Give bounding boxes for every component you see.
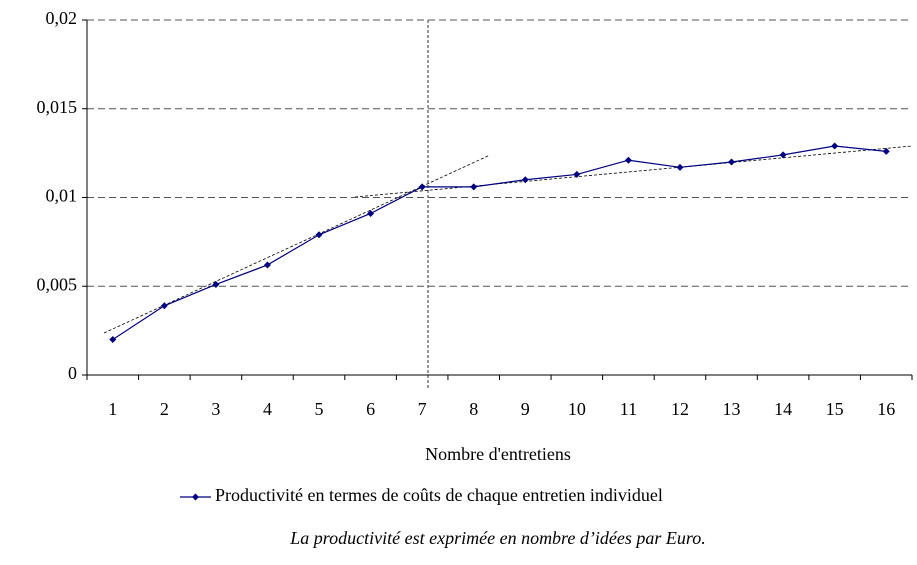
data-point — [160, 302, 168, 310]
caption: La productivité est exprimée en nombre d… — [289, 528, 705, 548]
data-point — [728, 158, 736, 166]
x-tick-label: 14 — [774, 399, 792, 419]
x-tick-label: 15 — [826, 399, 844, 419]
x-tick-label: 12 — [671, 399, 689, 419]
data-point — [109, 336, 117, 343]
x-tick-label: 11 — [620, 399, 637, 419]
x-tick-label: 4 — [263, 399, 272, 419]
y-tick-label: 0,015 — [37, 97, 78, 117]
legend-label: Productivité en termes de coûts de chaqu… — [215, 485, 663, 505]
data-point — [521, 176, 529, 184]
x-tick-label: 10 — [568, 399, 586, 419]
y-tick-label: 0 — [68, 363, 77, 383]
data-point — [779, 151, 787, 159]
data-point — [263, 261, 271, 269]
data-point — [624, 156, 632, 164]
series-line — [112, 145, 887, 341]
trend-line — [354, 145, 913, 198]
data-point — [882, 147, 890, 155]
data-point — [676, 163, 684, 171]
trend-line — [103, 154, 491, 334]
data-point — [831, 142, 839, 150]
data-point — [212, 280, 220, 288]
x-tick-label: 16 — [877, 399, 895, 419]
x-tick-label: 3 — [211, 399, 220, 419]
x-tick-label: 5 — [315, 399, 324, 419]
x-axis-label: Nombre d'entretiens — [425, 444, 571, 464]
x-tick-label: 13 — [723, 399, 741, 419]
data-point — [367, 209, 375, 217]
data-point — [418, 183, 426, 191]
data-point — [315, 231, 323, 239]
x-tick-label: 6 — [366, 399, 375, 419]
y-tick-label: 0,02 — [46, 8, 78, 28]
x-tick-label: 2 — [160, 399, 169, 419]
x-tick-label: 1 — [108, 399, 117, 419]
y-tick-label: 0,01 — [46, 186, 78, 206]
x-tick-label: 8 — [469, 399, 478, 419]
data-point — [470, 183, 478, 191]
legend-marker — [192, 493, 199, 501]
y-tick-label: 0,005 — [37, 274, 78, 294]
data-point — [573, 170, 581, 178]
x-tick-label: 7 — [418, 399, 427, 419]
x-tick-label: 9 — [521, 399, 530, 419]
